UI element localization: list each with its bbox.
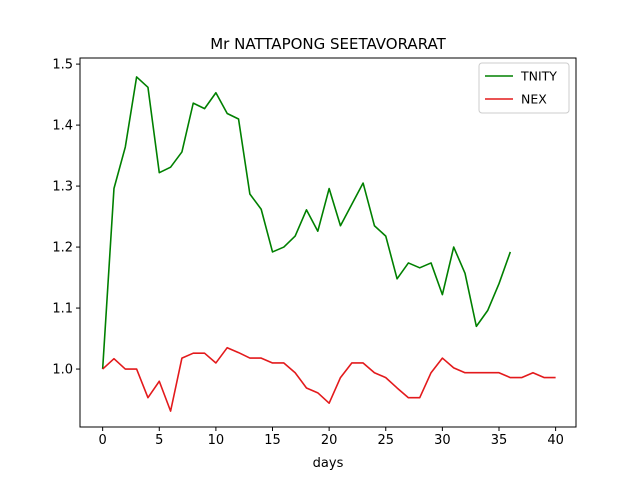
legend-label-nex: NEX <box>521 92 547 107</box>
y-axis-ticks: 1.0 1.1 1.2 1.3 1.4 1.5 <box>52 58 80 378</box>
x-axis-ticks: 0 5 10 15 20 25 30 35 40 <box>99 427 564 448</box>
y-tick-label: 1.1 <box>52 302 73 317</box>
legend: TNITY NEX <box>478 62 570 114</box>
x-tick-label: 35 <box>491 433 508 448</box>
chart-title: Mr NATTAPONG SEETAVORARAT <box>210 35 446 53</box>
y-tick-label: 1.5 <box>52 58 73 73</box>
x-tick-label: 15 <box>264 433 281 448</box>
series-line-tnity <box>101 76 512 370</box>
legend-label-tnity: TNITY <box>520 69 557 84</box>
plot-frame <box>79 57 577 428</box>
x-tick-label: 5 <box>155 433 163 448</box>
x-tick-label: 20 <box>321 433 338 448</box>
x-tick-label: 30 <box>434 433 451 448</box>
y-tick-label: 1.3 <box>52 180 73 195</box>
y-tick-label: 1.0 <box>52 363 73 378</box>
x-tick-label: 0 <box>99 433 107 448</box>
x-tick-label: 25 <box>377 433 394 448</box>
y-tick-label: 1.2 <box>52 241 73 256</box>
series-line-nex <box>102 346 556 412</box>
series-layer <box>101 76 556 412</box>
x-tick-label: 40 <box>547 433 564 448</box>
x-axis-label: days <box>313 456 344 471</box>
x-tick-label: 10 <box>208 433 225 448</box>
y-tick-label: 1.4 <box>52 119 73 134</box>
